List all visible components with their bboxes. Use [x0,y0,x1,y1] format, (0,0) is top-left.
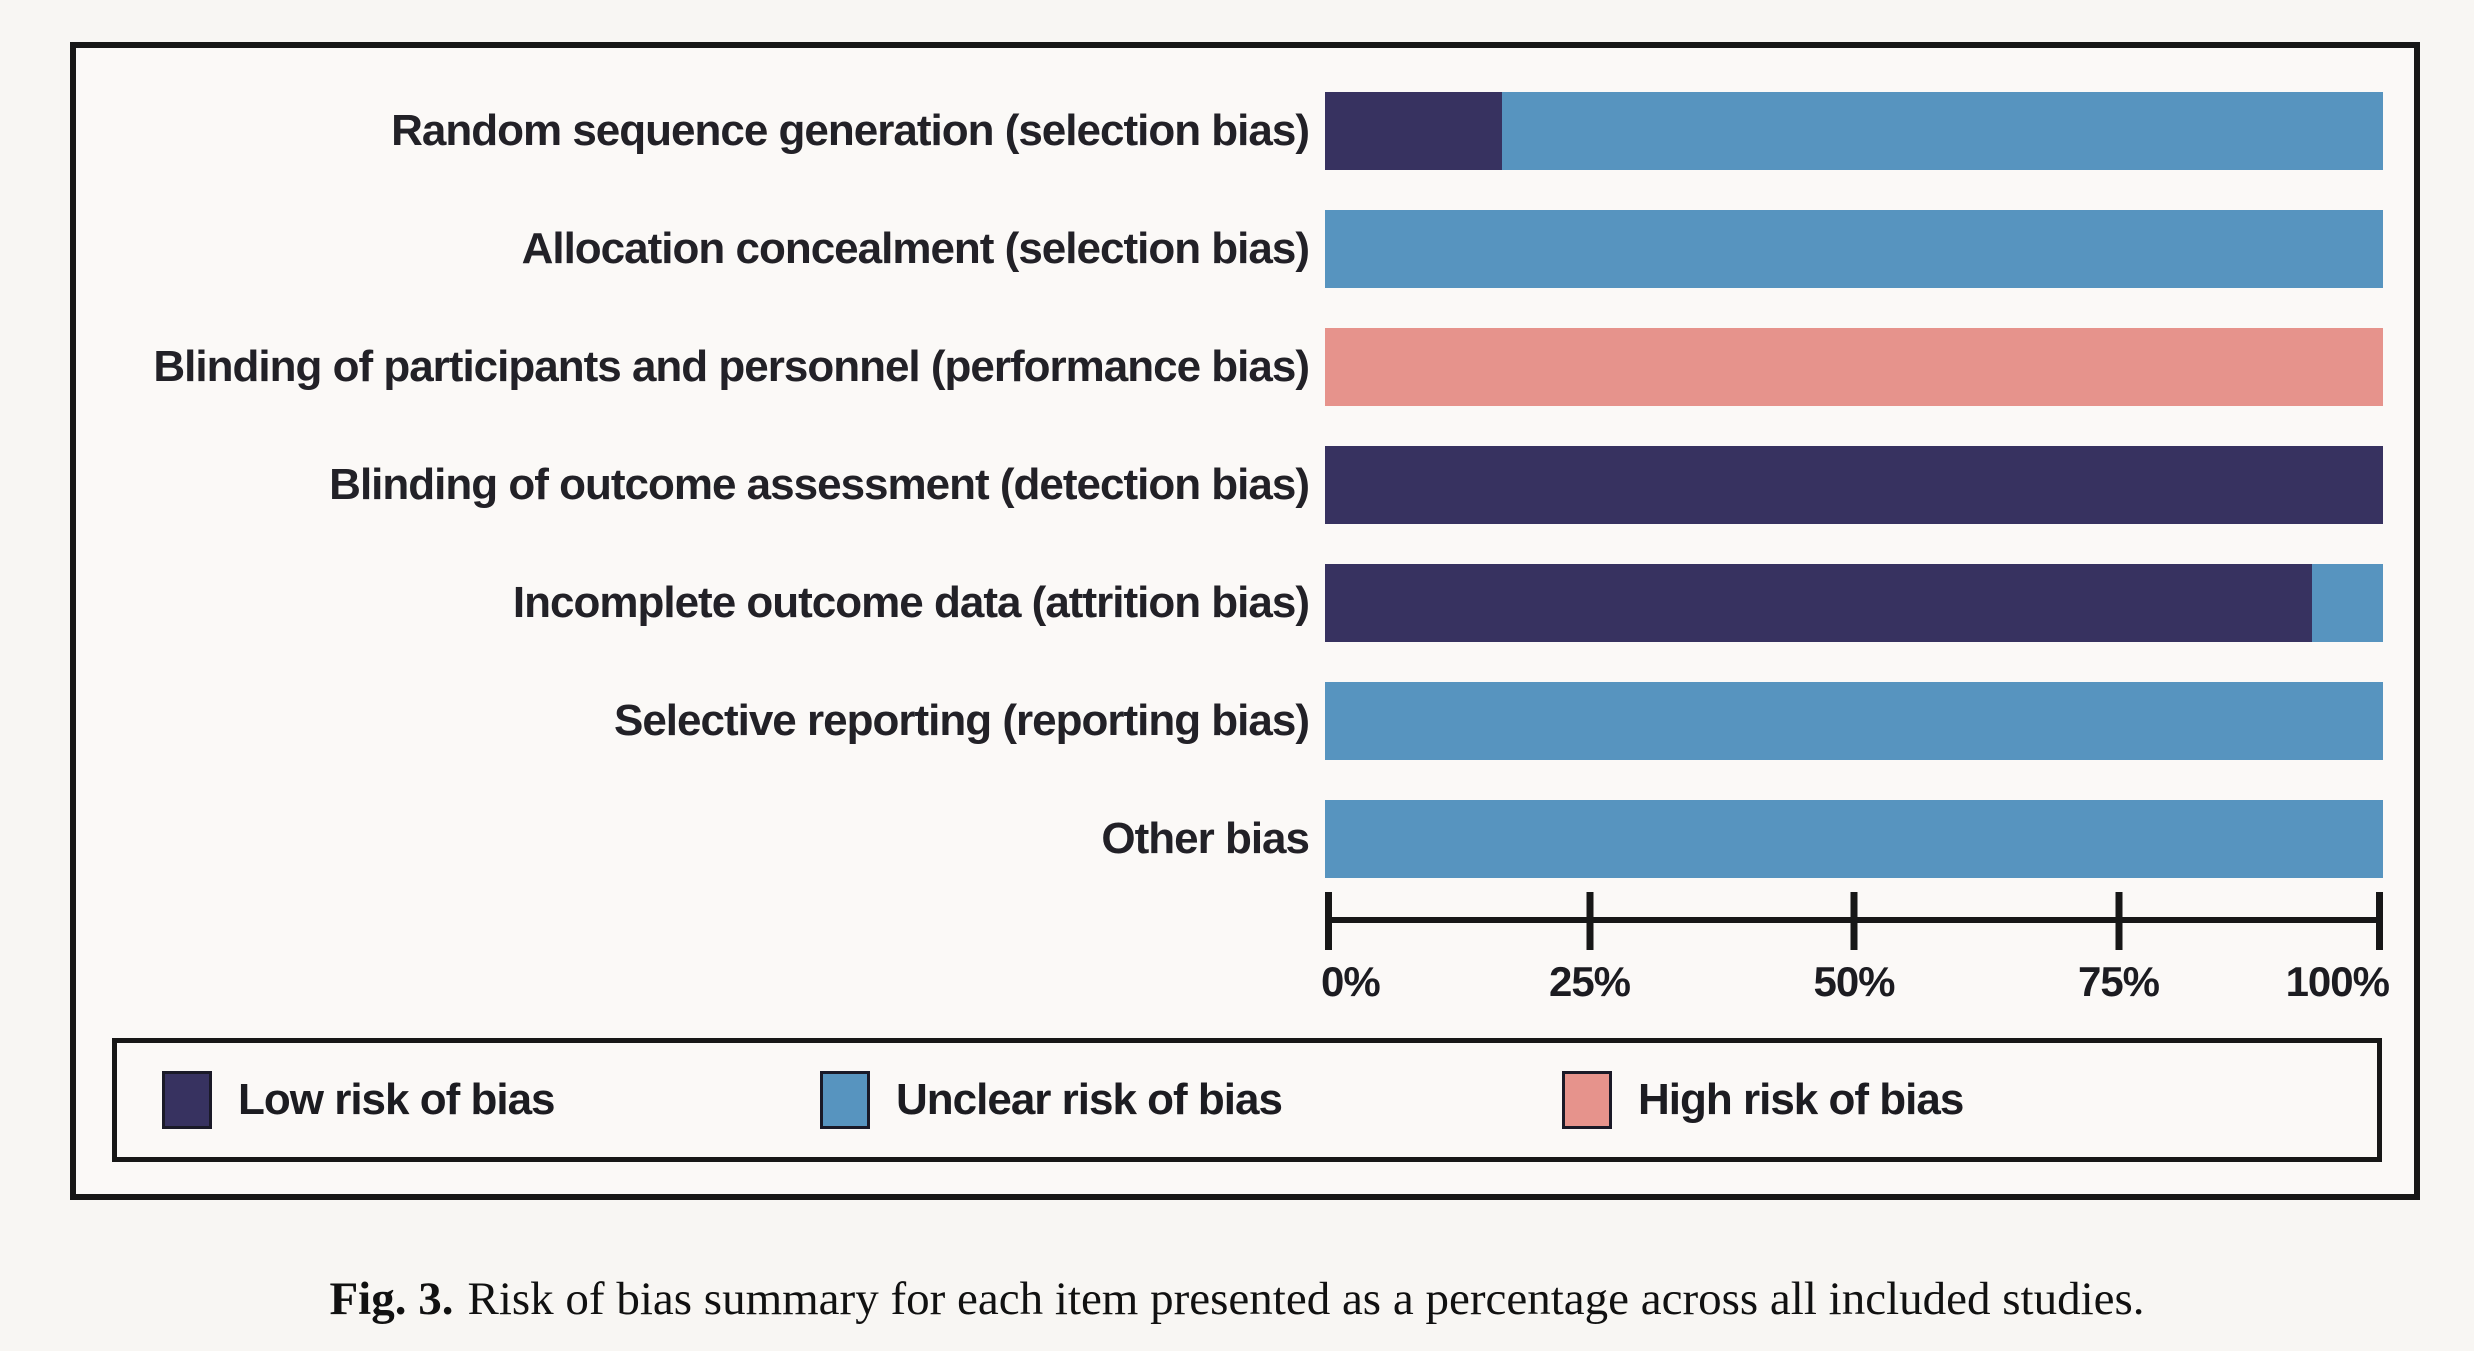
legend-label: High risk of bias [1638,1075,1964,1124]
legend-item-low-risk-of-bias: Low risk of bias [162,1071,556,1129]
bar-track [1325,682,2383,760]
bar-chart-rows: Random sequence generation (selection bi… [76,92,2414,918]
x-axis-tick-label: 75% [2077,958,2160,1005]
x-axis-tick [2376,892,2383,950]
bar-segment-unclear-risk-of-bias [1325,682,2383,760]
row-label: Allocation concealment (selection bias) [521,224,1310,273]
x-axis: 0% 25% 50% 75% 100% [1321,892,2390,1012]
x-axis-tick [1850,892,1858,950]
row-label: Random sequence generation (selection bi… [391,106,1310,155]
bar-segment-unclear-risk-of-bias [1325,800,2383,878]
legend-swatch-low-risk-of-bias [162,1071,212,1129]
bar-segment-unclear-risk-of-bias [1501,92,2383,170]
bar-track [1325,92,2383,170]
legend-swatch-unclear-risk-of-bias [820,1071,870,1129]
chart-row: Random sequence generation (selection bi… [76,92,2414,170]
x-axis-tick-label: 50% [1813,958,1895,1005]
row-label: Incomplete outcome data (attrition bias) [512,578,1310,627]
x-axis-tick-label: 25% [1548,958,1631,1005]
x-axis-tick [2115,892,2122,950]
chart-row: Selective reporting (reporting bias) [76,682,2414,760]
legend-box: Low risk of bias Unclear risk of bias High… [112,1038,2382,1162]
bar-segment-unclear-risk-of-bias [1325,210,2383,288]
bar-track [1325,446,2383,524]
x-axis-tick [1325,892,1332,950]
row-label: Blinding of participants and personnel (… [153,342,1310,391]
bar-track [1325,564,2383,642]
bar-segment-high-risk-of-bias [1325,328,2383,406]
x-axis-tick [1586,892,1593,950]
bar-track [1325,328,2383,406]
chart-row: Blinding of outcome assessment (detectio… [76,446,2414,524]
chart-row: Other bias [76,800,2414,878]
legend-swatch-high-risk-of-bias [1562,1071,1612,1129]
bar-track [1325,210,2383,288]
risk-of-bias-figure-panel: Random sequence generation (selection bi… [70,42,2420,1200]
legend-item-high-risk-of-bias: High risk of bias [1562,1071,1964,1129]
x-axis-tick-label: 100% [2285,958,2390,1005]
chart-row: Allocation concealment (selection bias) [76,210,2414,288]
bar-track [1325,800,2383,878]
row-label: Other bias [1101,814,1310,863]
legend-item-unclear-risk-of-bias: Unclear risk of bias [820,1071,1283,1129]
bar-segment-low-risk-of-bias [1325,446,2383,524]
figure-caption: Fig. 3. Risk of bias summary for each ite… [0,1272,2474,1326]
legend-label: Low risk of bias [238,1075,556,1124]
bar-segment-unclear-risk-of-bias [2312,564,2383,642]
bar-segment-low-risk-of-bias [1325,564,2313,642]
chart-row: Incomplete outcome data (attrition bias) [76,564,2414,642]
figure-caption-text: Risk of bias summary for each item prese… [467,1273,2145,1325]
chart-row: Blinding of participants and personnel (… [76,328,2414,406]
row-label: Blinding of outcome assessment (detectio… [329,460,1310,509]
legend-label: Unclear risk of bias [896,1075,1283,1124]
x-axis-tick-label: 0% [1321,958,1381,1005]
row-label: Selective reporting (reporting bias) [613,696,1310,745]
figure-caption-number: Fig. 3. [329,1273,454,1325]
bar-segment-low-risk-of-bias [1325,92,1502,170]
